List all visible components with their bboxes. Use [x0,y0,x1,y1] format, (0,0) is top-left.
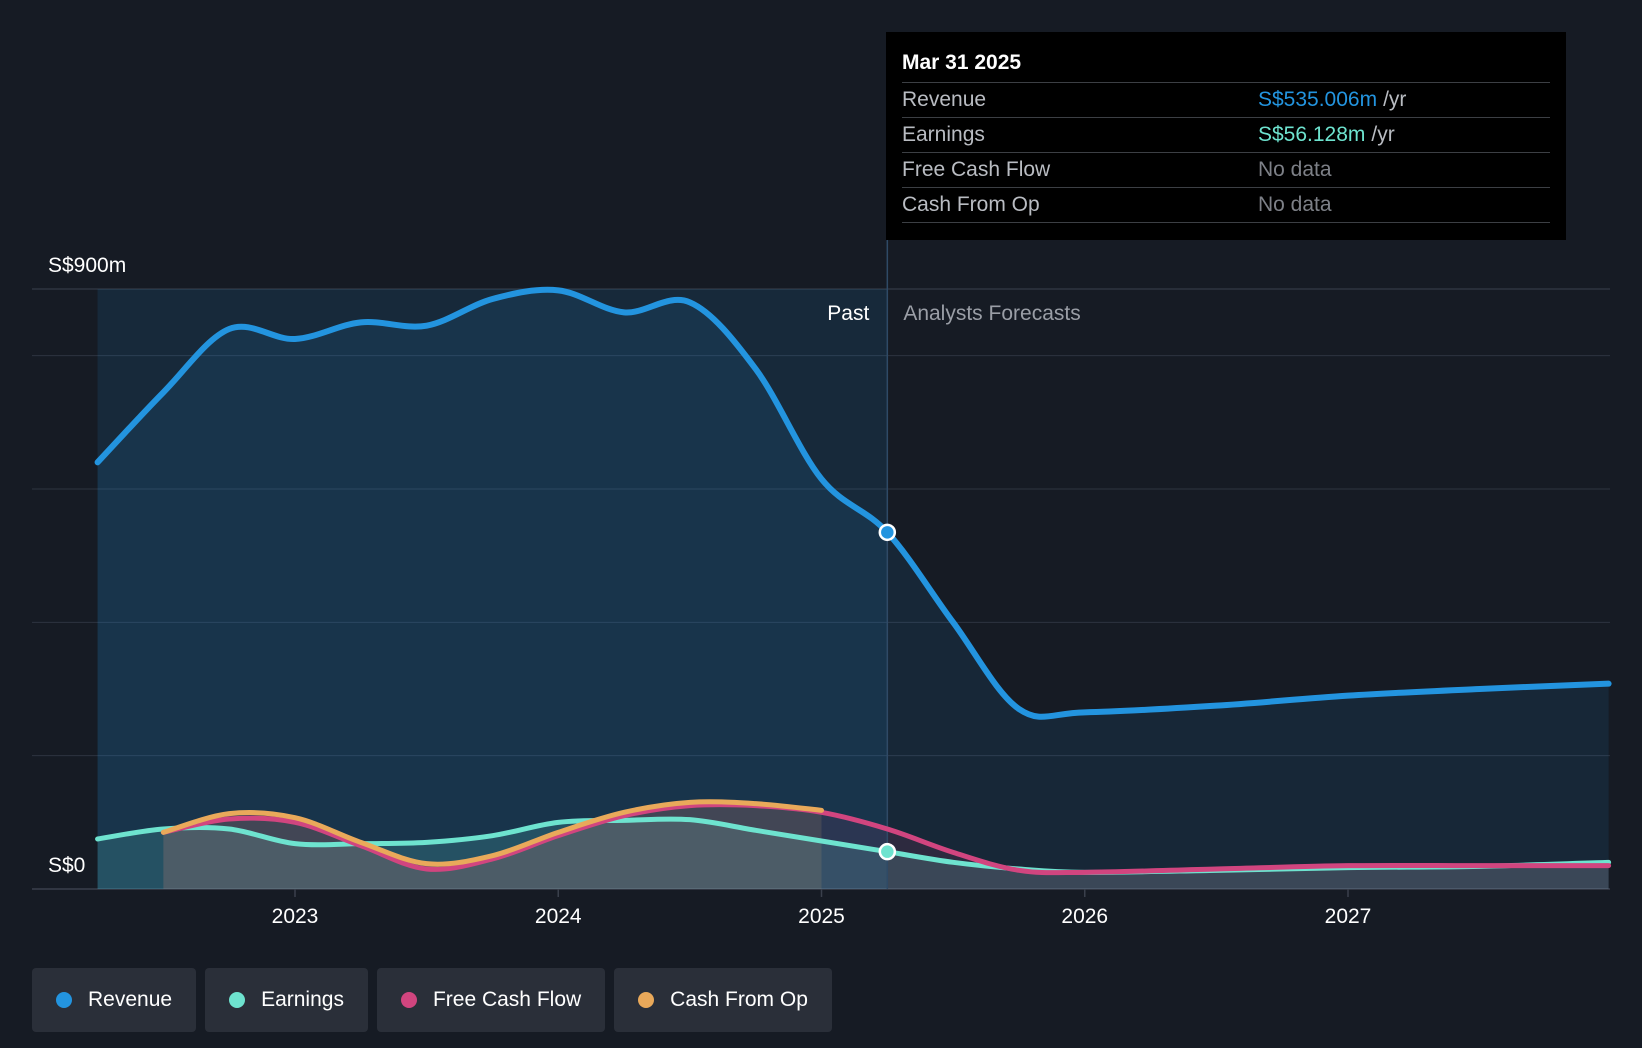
axis-labels: S$900m S$0 Past Analysts Forecasts [48,254,1081,877]
x-tick-label: 2026 [1061,905,1108,928]
legend-dot-icon [229,992,246,1008]
y-axis-top-label: S$900m [48,254,126,277]
past-region-shade [97,289,888,889]
tooltip-unit: /yr [1371,123,1395,146]
tooltip-value: S$56.128m [1258,123,1366,146]
legend-dot-icon [56,992,72,1008]
tooltip-row-earnings: Earnings S$56.128m /yr [902,117,1550,152]
tooltip-unit: /yr [1383,88,1407,111]
legend-item-cash-from-op[interactable]: Cash From Op [614,968,832,1032]
tooltip-label: Revenue [902,88,987,111]
earnings-highlight-point[interactable] [878,842,897,861]
legend-item-revenue[interactable]: Revenue [32,968,197,1032]
tooltip-label: Earnings [902,123,985,146]
y-axis-zero-label: S$0 [48,854,85,877]
x-tick-label: 2024 [535,905,582,928]
tooltip-label: Cash From Op [902,193,1040,216]
highlight-points[interactable] [878,523,897,861]
tooltip-label: Free Cash Flow [902,158,1051,181]
legend-dot-icon [638,992,655,1008]
revenue-highlight-point[interactable] [878,523,897,542]
tooltip-value: No data [1258,158,1332,181]
tooltip-value: S$535.006m [1258,88,1378,111]
legend-label: Free Cash Flow [432,988,582,1011]
tooltip-row-revenue: Revenue S$535.006m /yr [902,82,1550,117]
series-lines [94,286,1612,876]
past-label: Past [827,302,869,325]
tooltip-row-cash-from-op: Cash From Op No data [902,187,1550,223]
x-tick-label: 2023 [272,905,319,928]
cash-from-op-line [160,799,824,867]
cash-from-op-area [163,801,822,889]
revenue-area [97,289,1609,889]
legend-label: Revenue [88,988,173,1011]
x-tick-label: 2027 [1325,905,1372,928]
tooltip-date: Mar 31 2025 [902,51,1022,74]
tooltip-row-free-cash-flow: Free Cash Flow No data [902,152,1550,187]
revenue-line [94,286,1612,720]
tooltip-value: No data [1258,193,1332,216]
tooltip: Mar 31 2025 Revenue S$535.006m /yr Earni… [886,32,1566,240]
forecast-label: Analysts Forecasts [903,302,1080,325]
x-tick-label: 2025 [798,905,845,928]
legend: Revenue Earnings Free Cash Flow Cash Fro… [32,968,832,1032]
legend-label: Earnings [261,988,344,1011]
legend-item-free-cash-flow[interactable]: Free Cash Flow [376,968,606,1032]
legend-dot-icon [400,992,417,1008]
x-axis-ticks: 2023 2024 2025 2026 2027 [272,889,1372,928]
legend-item-earnings[interactable]: Earnings [205,968,368,1032]
legend-label: Cash From Op [670,988,808,1011]
